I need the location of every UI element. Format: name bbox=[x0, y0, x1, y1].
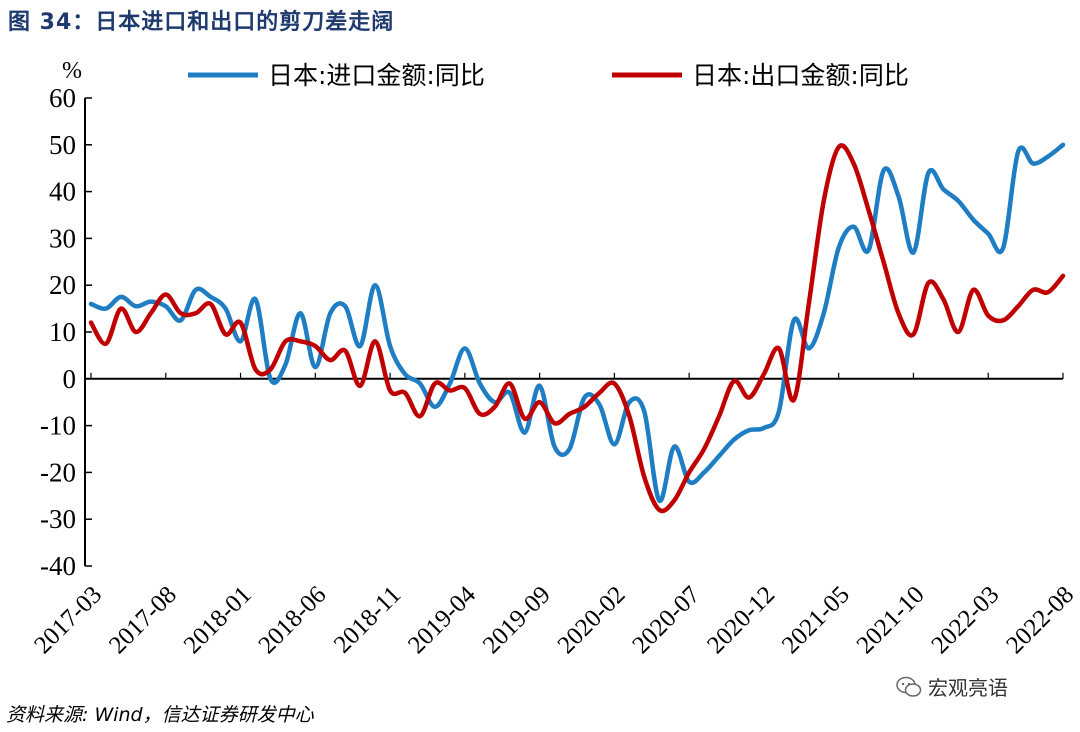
legend-label-export: 日本:出口金额:同比 bbox=[692, 61, 909, 90]
x-tick-label: 2021-10 bbox=[852, 581, 930, 659]
chart-title: 图 34：日本进口和出口的剪刀差走阔 bbox=[8, 10, 395, 35]
wechat-icon bbox=[896, 676, 922, 697]
export-series-line bbox=[88, 143, 1066, 514]
x-tick-label: 2022-08 bbox=[1001, 581, 1079, 659]
y-tick-label: 40 bbox=[49, 177, 76, 207]
x-tick-label: 2017-03 bbox=[29, 581, 107, 659]
y-tick-label: 0 bbox=[63, 364, 77, 394]
x-tick-label: 2018-11 bbox=[329, 581, 406, 658]
y-tick-label: -20 bbox=[40, 457, 76, 487]
x-tick-label: 2020-07 bbox=[627, 581, 705, 659]
import-series-line bbox=[88, 142, 1066, 503]
line-chart: 日本:进口金额:同比 日本:出口金额:同比 % -40 -30 -20 -10 0 10 20 3… bbox=[29, 58, 1079, 659]
x-tick-label: 2018-01 bbox=[179, 581, 257, 659]
y-tick-label: 10 bbox=[49, 317, 76, 347]
x-tick-label: 2021-05 bbox=[777, 581, 855, 659]
watermark-text: 宏观亮语 bbox=[928, 676, 1008, 700]
watermark: 宏观亮语 bbox=[896, 672, 1008, 701]
x-tick-label: 2020-02 bbox=[553, 581, 631, 659]
y-tick-label: 20 bbox=[49, 270, 76, 300]
x-tick-label: 2020-12 bbox=[702, 581, 780, 659]
x-tick-label: 2017-08 bbox=[104, 581, 182, 659]
legend: 日本:进口金额:同比 日本:出口金额:同比 bbox=[188, 61, 909, 90]
x-tick-label: 2019-04 bbox=[403, 581, 481, 659]
legend-label-import: 日本:进口金额:同比 bbox=[268, 61, 485, 90]
y-tick-label: -30 bbox=[40, 504, 76, 534]
y-tick-label: 50 bbox=[49, 130, 76, 160]
y-tick-label: -40 bbox=[40, 551, 76, 581]
x-tick-label: 2018-06 bbox=[254, 581, 332, 659]
x-tick-label: 2022-03 bbox=[926, 581, 1004, 659]
y-tick-label: 30 bbox=[49, 223, 76, 253]
x-tick-label: 2019-09 bbox=[478, 581, 556, 659]
y-tick-label: 60 bbox=[49, 83, 76, 113]
source-note: 资料来源: Wind，信达证券研发中心 bbox=[6, 704, 314, 726]
y-unit-label: % bbox=[62, 58, 82, 84]
y-tick-label: -10 bbox=[40, 411, 76, 441]
